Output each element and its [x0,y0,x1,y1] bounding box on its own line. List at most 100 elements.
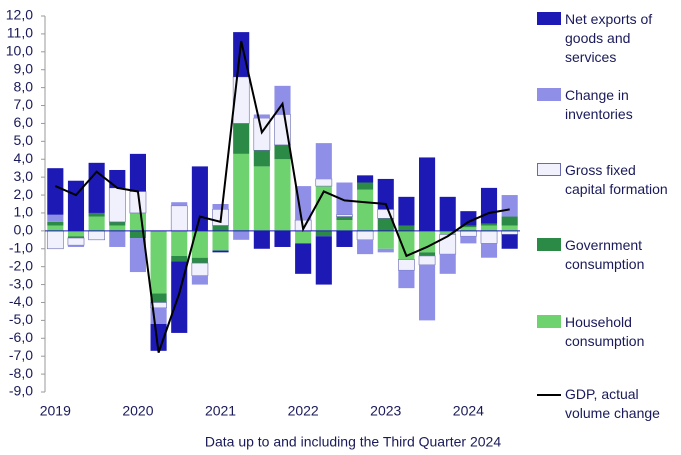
bar-segment [212,204,229,210]
bar-segment [439,254,456,274]
legend-swatch [537,238,561,251]
bar-segment [398,270,415,289]
y-tick-label: 7,0 [14,96,34,112]
bar-segment [295,243,312,274]
legend-swatch [537,163,561,176]
bar-segment [315,230,332,237]
legend-swatch [537,394,561,396]
bar-segment [109,225,126,231]
bar-segment [274,144,291,160]
bar-segment [150,230,167,294]
legend-label: Government consumption [565,237,645,272]
bar-segment [191,166,208,231]
bar-segment [419,157,436,231]
bar-segment [377,248,394,253]
bar-segment [171,202,188,206]
y-tick-label: -4,0 [9,293,33,309]
bar-segment [212,250,229,253]
bar-segment [171,255,188,262]
bar-segment [419,252,436,256]
bar-segment [47,214,64,222]
legend-swatch [537,88,561,101]
bar-segment [377,178,394,210]
bar-segment [274,159,291,231]
bar-segment [47,221,64,226]
bar-segment [315,143,332,179]
bar-segment [253,114,270,119]
x-tick-label: 2024 [453,403,484,419]
bar-segment [67,245,85,247]
bar-segment [501,195,518,217]
bar-segment [191,262,209,276]
bar-segment [212,225,229,231]
bar-segment [46,230,64,250]
bar-segment [357,239,374,255]
bar-segment [377,230,394,249]
bar-segment [295,186,312,221]
bar-segment [357,182,374,190]
y-tick-label: 6,0 [14,114,34,130]
y-tick-label: 12,0 [6,7,33,23]
y-tick-label: 3,0 [14,168,34,184]
x-tick-label: 2020 [122,403,153,419]
y-tick-label: -6,0 [9,329,33,345]
bar-segment [109,169,126,188]
bar-segment [336,216,353,221]
bar-segment [439,234,457,255]
legend-label: Change in inventories [565,87,633,122]
y-tick-label: 9,0 [14,60,34,76]
legend-label: Net exports of goods and services [565,11,653,65]
bar-segment [109,230,126,247]
y-tick-label: 4,0 [14,150,34,166]
bar-segment [336,230,353,247]
y-tick-label: -7,0 [9,347,33,363]
bar-segment [191,257,208,264]
caption: Data up to and including the Third Quart… [205,434,501,450]
bar-segment [336,220,353,231]
bar-segment [233,32,250,77]
bar-segment [357,175,374,183]
bar-segment [501,216,518,226]
bar-segment [460,230,477,237]
bar-segment [480,225,498,231]
y-tick-label: -2,0 [9,257,33,273]
y-tick-label: 0,0 [14,222,34,238]
bar-segment [295,230,312,244]
bar-segment [108,187,126,223]
y-tick-label: -9,0 [9,383,33,399]
y-tick-label: 2,0 [14,186,34,202]
bar-segment [171,230,188,256]
bar-segment [480,223,498,226]
x-tick-label: 2021 [205,403,236,419]
bar-segment [274,85,291,115]
bar-segment [357,189,374,231]
bar-segment [439,196,456,231]
bar-segment [336,214,353,217]
bar-segment [67,237,85,246]
bar-segment [480,243,498,258]
bar-segment [129,238,146,273]
bar-segment [336,182,353,215]
bar-segment [398,225,415,231]
y-tick-label: 10,0 [6,43,33,59]
bar-segment [47,225,64,231]
x-tick-label: 2019 [40,403,71,419]
y-tick-label: -8,0 [9,365,33,381]
bar-segment [377,218,394,231]
legend-label: GDP, actual volume change [565,386,660,421]
y-tick-label: -5,0 [9,311,33,327]
bar-segment [439,230,456,235]
bar-segment [419,230,436,253]
bar-segment [274,230,291,247]
y-tick-label: -3,0 [9,275,33,291]
bar-segment [67,230,85,237]
bar-segment [88,230,105,241]
bar-segment [150,293,167,303]
bar-segment [480,230,498,244]
bar-segment [129,230,146,239]
y-tick-label: 8,0 [14,78,34,94]
bar-segment [398,230,415,260]
bar-segment [129,153,146,192]
bar-segment [191,230,208,258]
